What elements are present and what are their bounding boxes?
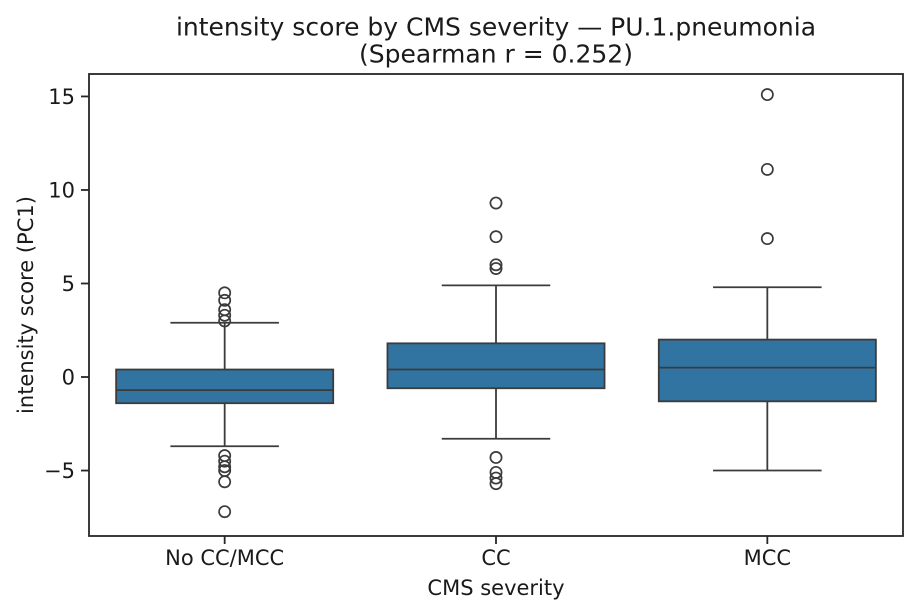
outlier-point	[760, 232, 774, 246]
outlier-point	[489, 471, 503, 485]
outlier-point	[218, 454, 232, 468]
outlier-point	[489, 262, 503, 275]
outlier-point	[218, 293, 232, 307]
box-cc	[386, 196, 606, 491]
outlier-point	[489, 477, 503, 491]
box-no-cc-mcc	[115, 286, 335, 519]
y-tick-label: 5	[62, 272, 75, 296]
outlier-point	[218, 505, 232, 519]
outlier-point	[760, 88, 774, 102]
outlier-point	[218, 460, 232, 474]
y-tick-label: −5	[44, 459, 75, 483]
iqr-box	[386, 342, 606, 390]
chart-subtitle: (Spearman r = 0.252)	[359, 39, 633, 69]
x-tick-label: No CC/MCC	[165, 546, 284, 570]
x-tick-label: MCC	[744, 546, 791, 570]
outlier-point	[489, 230, 503, 244]
y-tick-label: 15	[48, 85, 75, 109]
outlier-point	[489, 450, 503, 464]
outlier-point	[218, 314, 232, 328]
outlier-point	[489, 258, 503, 272]
outlier-point	[218, 286, 232, 300]
outlier-point	[760, 162, 774, 176]
chart-title: intensity score by CMS severity — PU.1.p…	[175, 12, 817, 42]
outlier-point	[218, 308, 232, 322]
y-tick-label: 0	[62, 366, 75, 390]
outlier-point	[218, 475, 232, 489]
x-tick-label: CC	[481, 546, 510, 570]
iqr-box	[657, 338, 877, 403]
y-tick-label: 10	[48, 178, 75, 202]
iqr-box	[115, 368, 335, 405]
x-axis-label: CMS severity	[427, 576, 565, 600]
box-mcc	[657, 88, 877, 472]
outlier-point	[489, 196, 503, 210]
